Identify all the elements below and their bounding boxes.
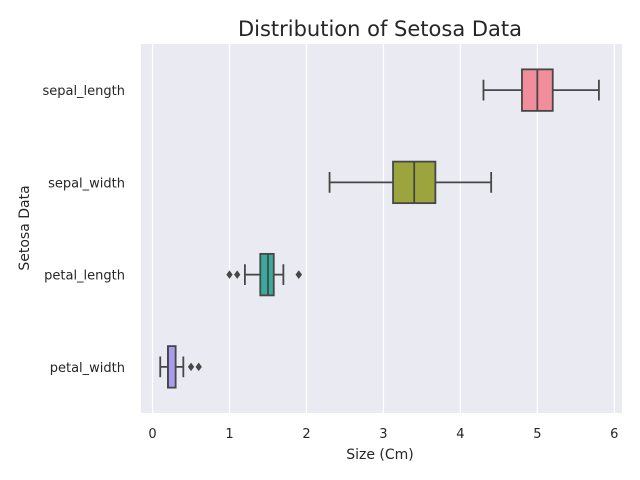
x-axis-label: Size (Cm) bbox=[346, 447, 414, 463]
x-tick-label: 2 bbox=[302, 427, 310, 442]
outlier-point bbox=[295, 270, 302, 279]
y-tick-label: petal_length bbox=[44, 269, 125, 284]
y-tick-label: sepal_width bbox=[48, 176, 125, 191]
iqr-box bbox=[259, 252, 275, 297]
x-tick-label: 3 bbox=[379, 427, 387, 442]
chart-title: Distribution of Setosa Data bbox=[238, 17, 522, 41]
box-group bbox=[482, 68, 600, 112]
x-tick-label: 5 bbox=[533, 427, 541, 442]
box-group bbox=[159, 345, 202, 389]
box-group bbox=[226, 252, 302, 297]
box-group bbox=[328, 160, 493, 205]
y-axis-label: Setosa Data bbox=[17, 185, 33, 270]
box-series bbox=[159, 68, 600, 389]
iqr-box bbox=[167, 345, 177, 389]
x-tick-label: 6 bbox=[610, 427, 618, 442]
y-tick-label: sepal_length bbox=[42, 84, 125, 99]
outlier-point bbox=[234, 270, 241, 279]
axis-ticks: 0 1 2 3 4 5 6 sepal_length sepal_width petal_leng… bbox=[42, 84, 618, 442]
grid-lines bbox=[151, 44, 615, 413]
x-tick-label: 1 bbox=[225, 427, 233, 442]
y-tick-label: petal_width bbox=[50, 361, 125, 376]
outlier-point bbox=[226, 270, 233, 279]
outlier-point bbox=[195, 362, 202, 372]
x-tick-label: 4 bbox=[456, 427, 464, 442]
x-tick-label: 0 bbox=[148, 427, 156, 442]
outlier-point bbox=[187, 362, 195, 372]
